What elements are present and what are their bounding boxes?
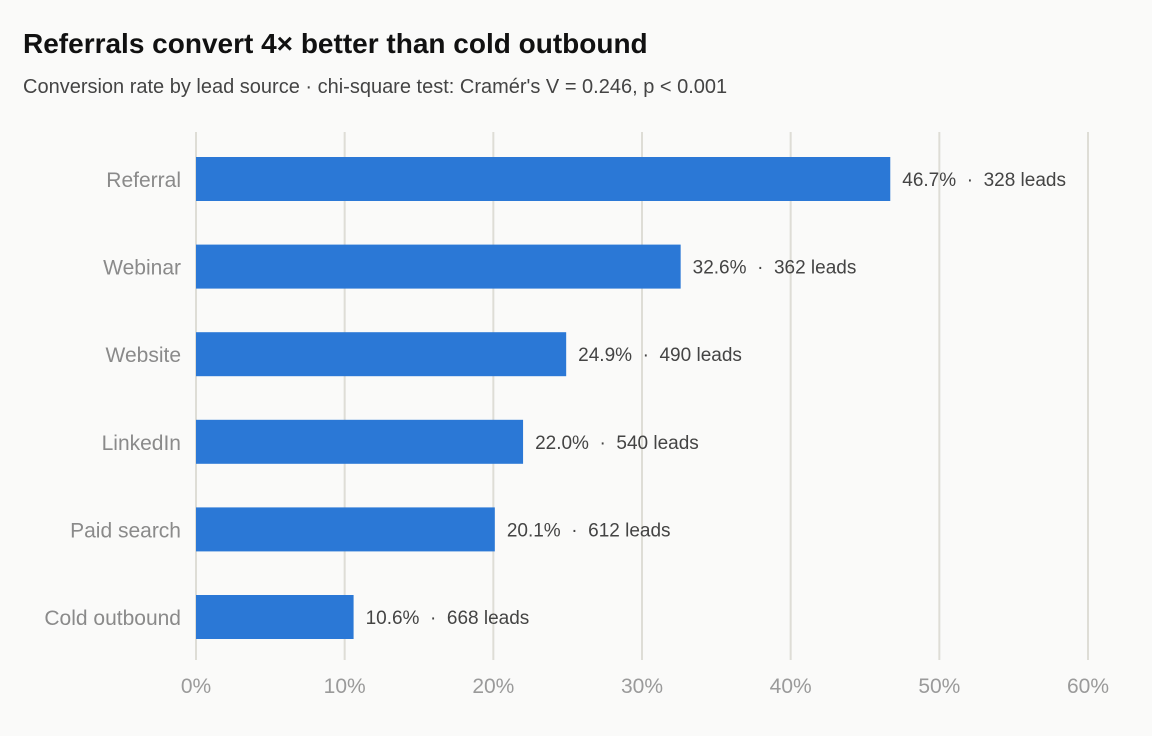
x-tick-label: 20% <box>472 675 514 698</box>
x-tick-label: 30% <box>621 675 663 698</box>
bar-webinar <box>196 244 681 289</box>
x-tick-label: 50% <box>918 675 960 698</box>
bar-website <box>196 332 567 377</box>
data-label: 46.7% · 328 leads <box>902 170 1066 191</box>
data-labels: 46.7% · 328 leads 32.6% · 362 leads 24.9% … <box>366 170 1066 629</box>
bar-cold-outbound <box>196 595 354 639</box>
x-tick-label: 0% <box>181 675 211 698</box>
x-axis-ticks: 0% 10% 20% 30% 40% 50% 60% <box>181 675 1109 698</box>
category-label: LinkedIn <box>102 432 181 455</box>
chart-subtitle: Conversion rate by lead source · chi-squ… <box>23 76 728 98</box>
data-label: 24.9% · 490 leads <box>578 345 742 366</box>
bar-linkedin <box>196 419 524 464</box>
category-label: Paid search <box>70 519 181 542</box>
bar-paid-search <box>196 507 495 552</box>
chart-title: Referrals convert 4× better than cold ou… <box>23 28 648 59</box>
category-label: Website <box>106 344 181 367</box>
data-label: 32.6% · 362 leads <box>693 258 857 279</box>
category-label: Referral <box>106 169 181 192</box>
category-label: Cold outbound <box>44 607 181 630</box>
data-label: 20.1% · 612 leads <box>507 520 671 541</box>
bar-referral <box>196 157 891 201</box>
x-tick-label: 10% <box>324 675 366 698</box>
x-tick-label: 60% <box>1067 675 1109 698</box>
data-label: 22.0% · 540 leads <box>535 433 699 454</box>
grid-lines <box>195 132 1089 660</box>
bars <box>196 157 891 639</box>
category-labels: Referral Webinar Website LinkedIn Paid searc… <box>44 169 181 630</box>
x-tick-label: 40% <box>770 675 812 698</box>
category-label: Webinar <box>103 257 181 280</box>
data-label: 10.6% · 668 leads <box>366 608 530 629</box>
